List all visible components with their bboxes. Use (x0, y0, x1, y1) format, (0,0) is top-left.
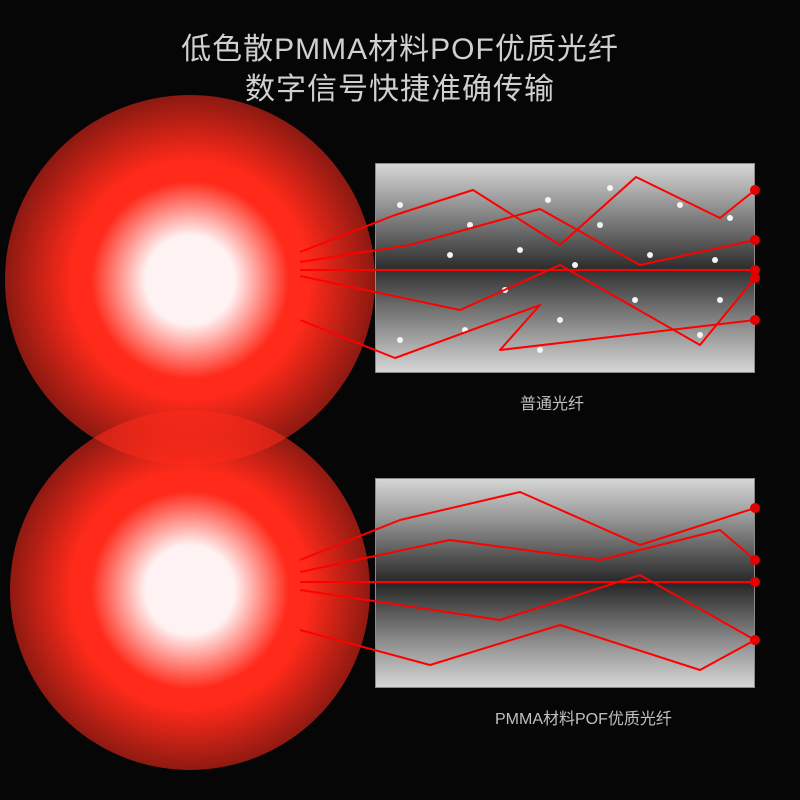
title-line-2: 数字信号快捷准确传输 (0, 64, 800, 108)
fiber-box-pmma (375, 478, 755, 688)
light-source-bottom (10, 410, 370, 770)
caption-ordinary-fiber: 普通光纤 (520, 390, 584, 414)
light-source-top (5, 95, 375, 465)
title-line-1: 低色散PMMA材料POF优质光纤 (0, 24, 800, 68)
fiber-box-ordinary (375, 163, 755, 373)
caption-pmma-fiber: PMMA材料POF优质光纤 (495, 705, 672, 729)
